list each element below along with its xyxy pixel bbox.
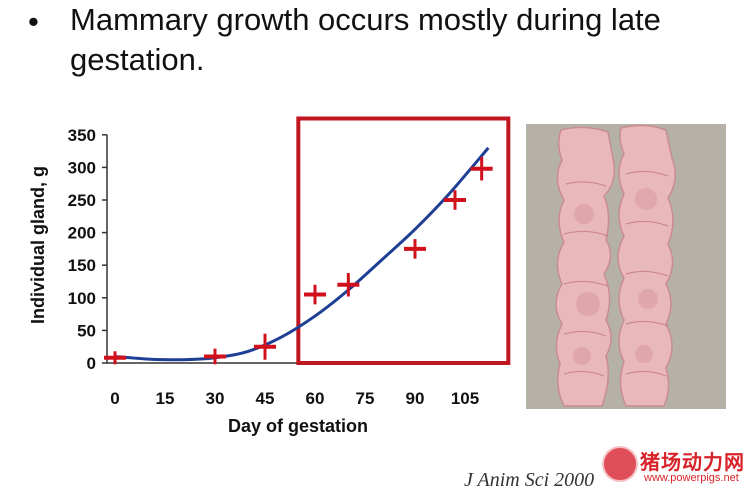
fit-curve (114, 146, 490, 362)
y-tick-label: 350 (68, 126, 96, 145)
y-tick-label: 150 (68, 256, 96, 275)
data-point (254, 333, 276, 360)
x-tick-label: 60 (306, 389, 325, 408)
fit-curve-group (114, 146, 490, 362)
y-axis-label: Individual gland, g (28, 166, 48, 324)
x-tick-label: 75 (356, 389, 375, 408)
mammary-tissue-photo (526, 124, 726, 409)
data-point (337, 273, 360, 297)
slide-bullet-text: Mammary growth occurs mostly during late… (70, 2, 661, 77)
x-tick-label: 90 (406, 389, 425, 408)
x-tick-label: 105 (451, 389, 479, 408)
tick-labels: 0 50 100 150 200 250 300 350 0 15 30 45 60 75 90 105 (68, 126, 480, 408)
site-watermark: 猪场动力网 www.powerpigs.net (602, 442, 744, 494)
x-tick-label: 15 (156, 389, 175, 408)
y-tick-label: 100 (68, 289, 96, 308)
data-point (104, 351, 126, 365)
late-gestation-highlight (296, 116, 511, 365)
y-tick-label: 0 (87, 354, 96, 373)
y-tick-label: 50 (77, 321, 96, 340)
x-axis-label: Day of gestation (228, 416, 368, 436)
y-tick-label: 200 (68, 224, 96, 243)
watermark-title: 猪场动力网 (640, 452, 744, 474)
data-point (444, 190, 466, 210)
y-tick-label: 250 (68, 191, 96, 210)
data-point (404, 239, 426, 259)
data-point (304, 284, 326, 305)
data-markers (104, 156, 493, 365)
x-tick-label: 45 (256, 389, 275, 408)
bullet-marker: • (28, 4, 39, 39)
data-point (204, 348, 226, 365)
chart-axes (102, 134, 500, 364)
x-tick-label: 30 (206, 389, 225, 408)
x-tick-label: 0 (110, 389, 119, 408)
highlight-box (296, 116, 511, 365)
watermark-url: www.powerpigs.net (644, 472, 739, 484)
data-point (470, 156, 493, 181)
pig-logo-icon (602, 446, 638, 482)
y-tick-label: 300 (68, 158, 96, 177)
citation: J Anim Sci 2000 (464, 469, 595, 491)
